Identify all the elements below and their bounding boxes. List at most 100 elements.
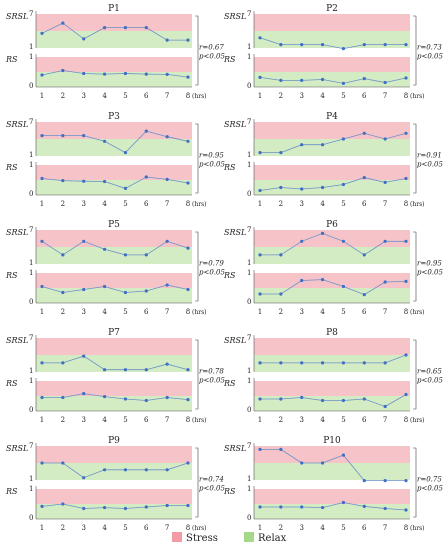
srsl-top-tick: 7 [29,334,33,342]
srsl-point [186,38,190,42]
srsl-point [144,368,148,372]
x-tick-label: 8 [186,308,190,316]
srsl-point [61,253,65,257]
x-tick-label: 1 [40,308,44,316]
srsl-point [404,479,408,483]
rs-point [258,505,262,509]
x-tick-label: 3 [299,308,303,316]
srsl-point [82,134,86,138]
rs-top-tick: 1 [29,269,33,277]
srsl-point [61,134,65,138]
correlation-r: r=0.74 [199,476,224,484]
rs-point [102,179,107,184]
x-tick-label: 5 [341,200,345,208]
panel-title: P4 [326,112,338,122]
rs-top-tick: 1 [29,53,33,61]
x-tick-label: 7 [165,308,169,316]
rs-point [165,177,169,181]
rs-stress-band [254,165,410,180]
srsl-point [383,43,387,47]
srsl-point [61,461,65,465]
rs-bottom-tick: 0 [29,190,33,198]
rs-axis-label: RS [5,487,18,496]
rs-axis-label: RS [223,271,236,280]
srsl-point [383,361,387,365]
rs-relax-band [254,288,410,303]
x-tick-label: 4 [320,416,325,424]
rs-point [300,187,304,191]
x-tick-label: 2 [279,308,283,316]
rs-point [61,179,65,183]
x-tick-label: 1 [40,416,44,424]
srsl-stress-band [254,338,410,355]
x-tick-label: 5 [123,200,127,208]
rs-top-tick: 1 [247,161,251,169]
correlation-bracket [195,447,199,518]
x-tick-label: 4 [320,200,325,208]
x-unit-label: (hrs) [410,417,425,424]
srsl-point [144,26,148,30]
panel-title: P8 [326,328,338,338]
srsl-point [165,135,169,139]
correlation-bracket [413,231,417,302]
panel-title: P3 [108,112,120,122]
rs-relax-band [36,72,192,87]
rs-point [258,188,262,193]
x-tick-label: 5 [341,416,345,424]
srsl-stress-band [36,446,192,463]
rs-stress-band [254,381,410,396]
srsl-point [123,151,128,155]
correlation-p: p<0.05 [199,161,225,169]
x-tick-label: 4 [102,416,107,424]
x-unit-label: (hrs) [410,201,425,208]
rs-point [258,397,262,401]
srsl-point [300,143,304,147]
rs-point [40,176,44,181]
srsl-point [404,353,408,357]
rs-point [82,287,86,292]
rs-point [165,283,169,287]
srsl-point [341,137,346,141]
x-tick-label: 3 [81,200,85,208]
rs-point [279,397,283,401]
srsl-point [300,461,304,465]
rs-point [341,398,346,403]
rs-point [383,506,387,511]
x-tick-label: 1 [40,92,44,100]
panel-title: P5 [108,220,120,230]
rs-point [186,503,190,508]
srsl-series-line [260,448,406,482]
rs-series-line [260,279,407,296]
x-tick-label: 6 [362,92,367,100]
x-tick-label: 8 [404,92,408,100]
rs-point [258,75,262,79]
rs-relax-band [254,396,410,411]
x-unit-label: (hrs) [410,309,425,316]
rs-point [320,278,325,282]
x-tick-label: 6 [362,200,367,208]
srsl-point [279,361,283,365]
x-tick-label: 4 [102,308,107,316]
rs-point [61,290,65,295]
srsl-point [186,246,190,250]
rs-bottom-tick: 0 [29,406,33,414]
srsl-point [300,239,304,243]
correlation-bracket [195,123,199,194]
rs-top-tick: 1 [29,485,33,493]
srsl-stress-band [36,122,192,139]
srsl-bottom-tick: 1 [29,151,33,159]
srsl-point [341,47,346,51]
rs-point [186,398,190,402]
rs-point [123,186,128,190]
srsl-top-tick: 7 [247,226,251,234]
srsl-relax-band [36,463,192,480]
panel-title: P7 [108,328,120,338]
srsl-point [165,362,169,366]
x-tick-label: 1 [40,200,44,208]
x-tick-label: 6 [362,524,367,532]
rs-stress-band [36,165,192,180]
rs-top-tick: 1 [247,53,251,61]
